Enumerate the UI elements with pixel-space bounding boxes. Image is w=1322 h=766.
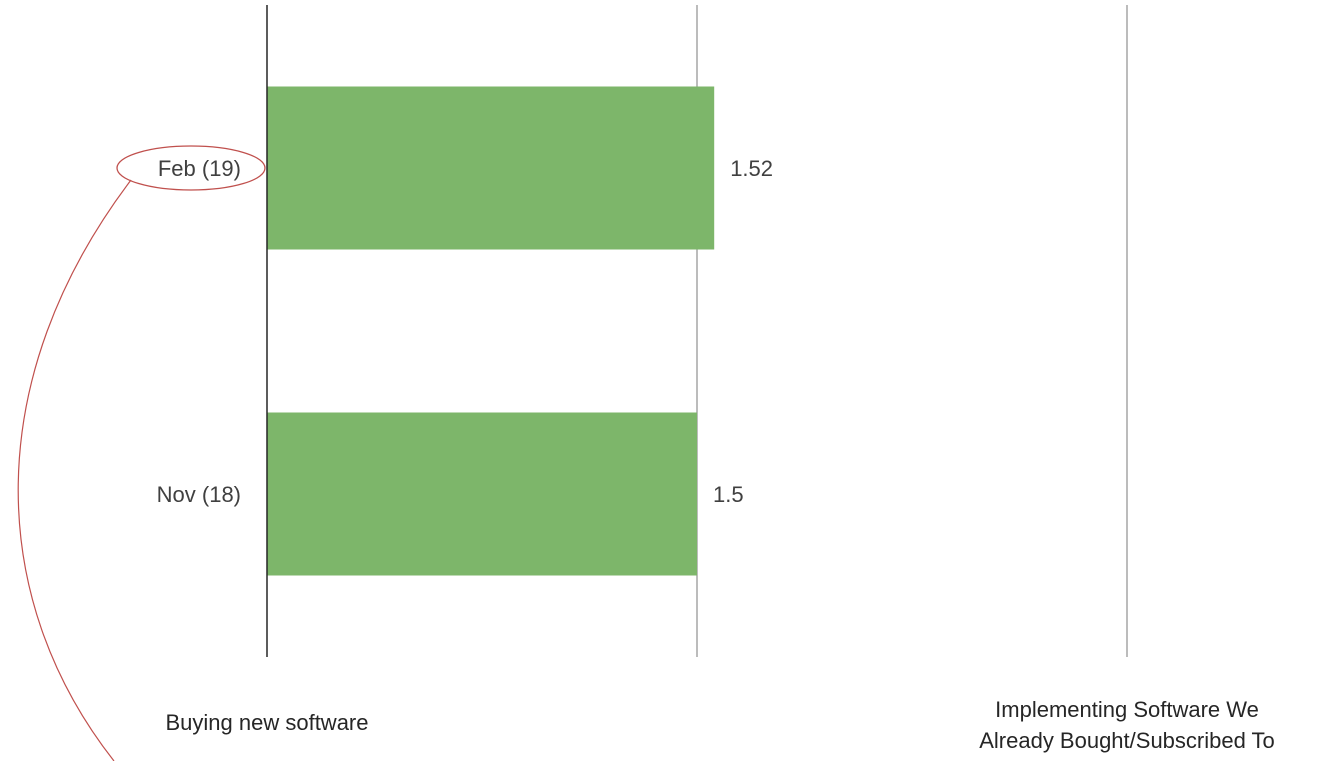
right-anchor-label: Implementing Software We Already Bought/S… bbox=[979, 697, 1275, 753]
annotation-ellipse bbox=[116, 145, 266, 191]
annotation bbox=[17, 145, 266, 762]
category-label-1: Nov (18) bbox=[157, 482, 241, 507]
left-anchor-label: Buying new software bbox=[166, 710, 369, 735]
annotation-connector bbox=[17, 179, 132, 762]
category-label-0: Feb (19) bbox=[158, 156, 241, 181]
right-anchor-label-line-0: Implementing Software We bbox=[995, 697, 1259, 722]
value-label-1: 1.5 bbox=[713, 482, 744, 507]
right-anchor-label-line-1: Already Bought/Subscribed To bbox=[979, 728, 1275, 753]
value-label-0: 1.52 bbox=[730, 156, 773, 181]
gridlines bbox=[696, 5, 1128, 657]
bar-0 bbox=[267, 86, 715, 250]
bar-1 bbox=[267, 412, 697, 576]
bars bbox=[267, 86, 715, 576]
labels: Feb (19) 1.52 Nov (18) 1.5 Buying new softwa… bbox=[157, 156, 1275, 753]
